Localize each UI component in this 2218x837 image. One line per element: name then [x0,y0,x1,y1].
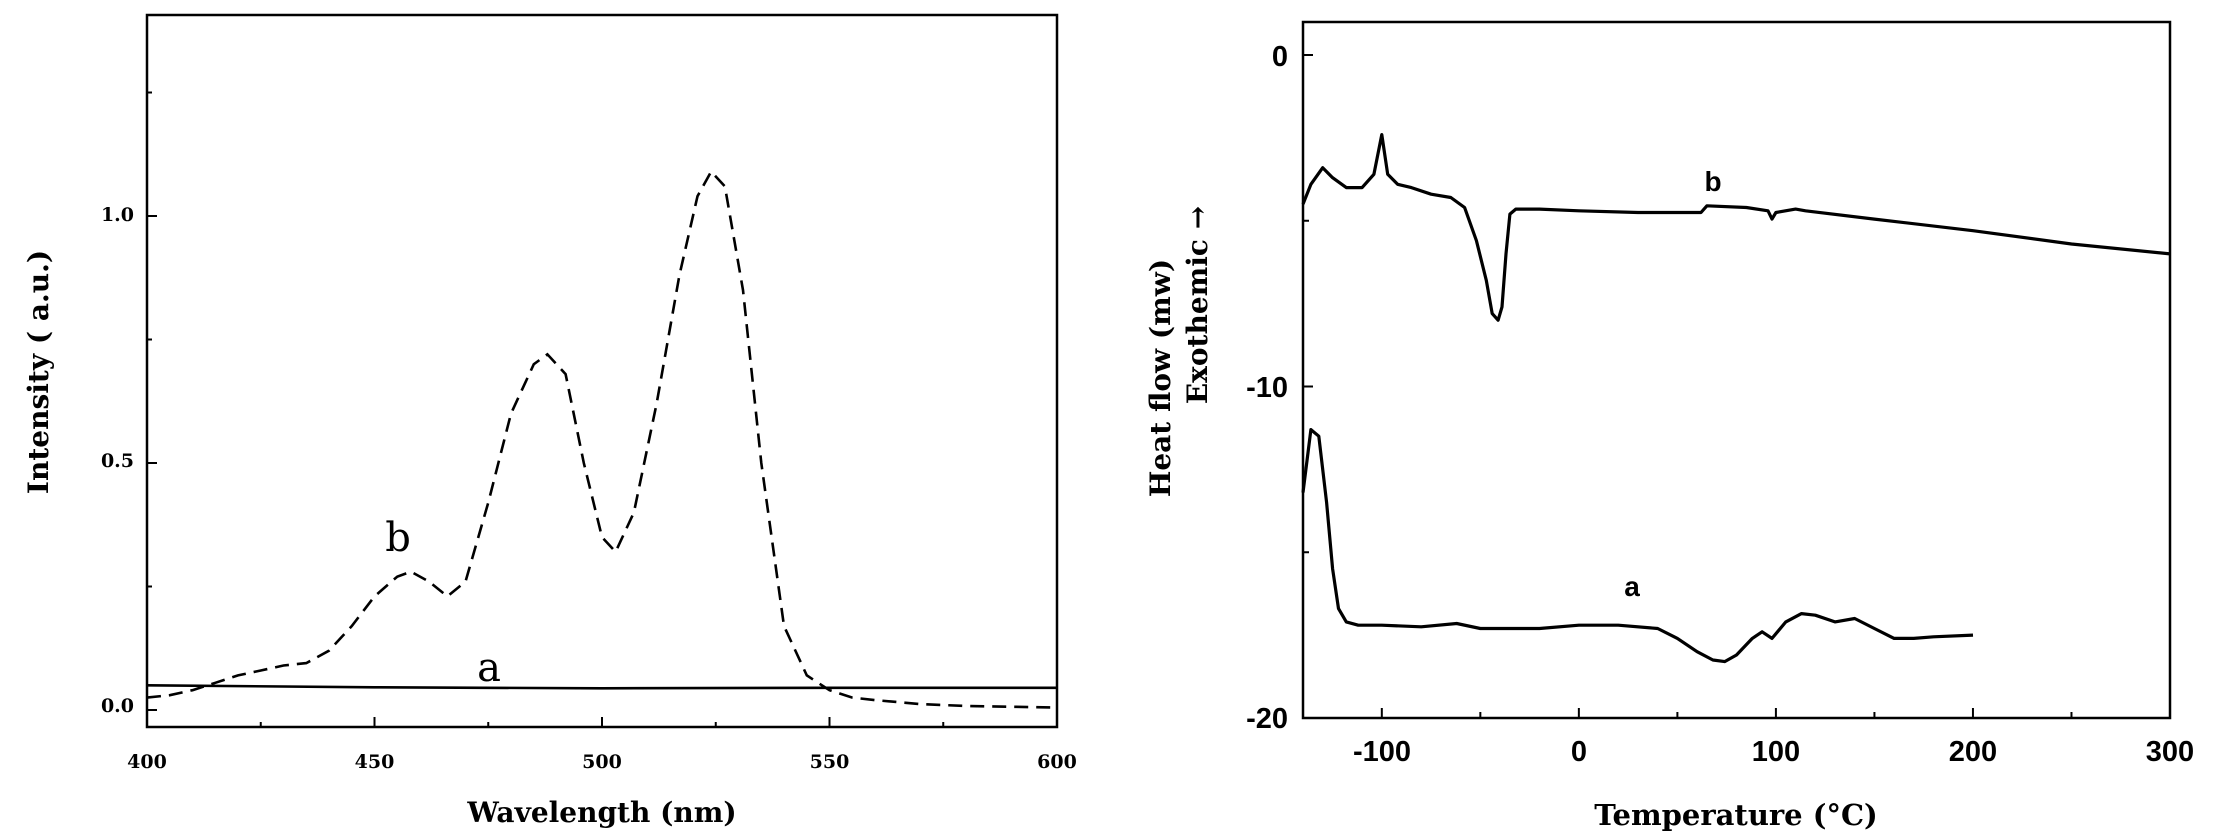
right-series-b-line [1301,133,2171,322]
left-series-a-line [146,684,1057,690]
left-x-tick-label: 400 [127,751,167,773]
right-series-a-line [1301,428,1974,664]
left-series-b-label: b [385,515,411,561]
left-series-a-label: a [477,645,501,691]
right-y-axis-exothermic-label: Exothemic → [1181,206,1214,404]
right-series-a-label: a [1624,571,1640,602]
left-y-tick-label: 0.5 [101,450,134,472]
left-x-tick-label: 500 [582,751,622,773]
right-axis-ticks [1303,54,2171,719]
right-series-b-label: b [1704,166,1721,197]
left-chart: 400 450 500 550 600 0.0 0.5 1.0 Waveleng… [22,13,1077,829]
left-plot-frame [145,13,1059,729]
right-chart: -100 0 100 200 300 0 -10 -20 Temperature… [1144,20,2194,832]
left-y-axis-title: Intensity ( a.u.) [22,250,55,494]
right-x-tick-label: 100 [1752,736,1800,768]
right-x-axis-title: Temperature (°C) [1594,798,1878,832]
left-y-tick-label: 0.0 [101,695,134,717]
left-axis-ticks [146,91,1058,727]
left-x-tick-label: 450 [355,751,395,773]
right-plot-frame [1301,20,2172,720]
right-x-tick-label: 0 [1571,736,1587,768]
right-y-axis-title: Heat flow (mw) [1144,259,1177,497]
right-tick-labels: -100 0 100 200 300 0 -10 -20 [1246,41,2194,768]
right-y-tick-label: -10 [1246,372,1288,404]
right-x-tick-label: -100 [1353,736,1411,768]
left-x-tick-label: 550 [810,751,850,773]
left-tick-labels: 400 450 500 550 600 0.0 0.5 1.0 [101,204,1077,773]
left-x-axis-title: Wavelength (nm) [466,796,736,829]
right-x-tick-label: 300 [2146,736,2194,768]
right-y-tick-label: -20 [1246,703,1288,735]
left-x-tick-label: 600 [1037,751,1077,773]
left-y-tick-label: 1.0 [101,204,134,226]
right-y-tick-label: 0 [1272,41,1288,73]
right-x-tick-label: 200 [1949,736,1997,768]
left-series-b-line [146,169,1058,709]
